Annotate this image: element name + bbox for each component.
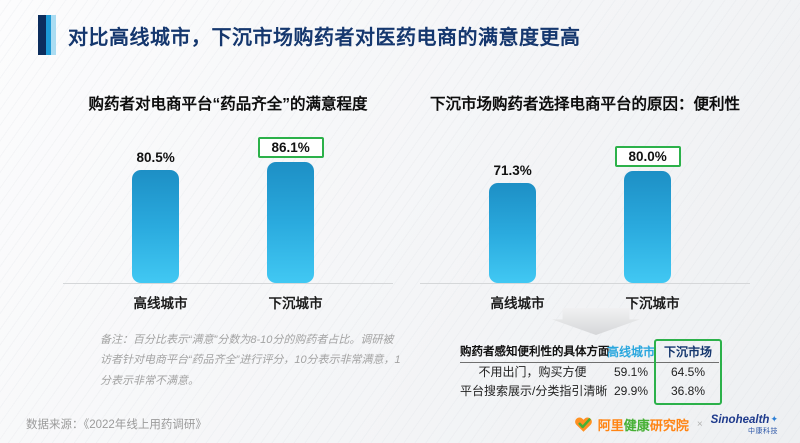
bar-group-high-tier: 80.5% bbox=[132, 150, 180, 283]
value-label-highlighted: 80.0% bbox=[614, 146, 681, 167]
title-accent-bar bbox=[38, 15, 56, 55]
category-axis-left: 高线城市 下沉城市 bbox=[63, 292, 393, 312]
table-cell: 36.8% bbox=[670, 384, 706, 398]
bar-group-high-tier: 71.3% bbox=[489, 163, 537, 283]
bar-high-tier bbox=[132, 170, 180, 283]
sinohealth-logo: Sinohealth ✦ 中康科技 bbox=[710, 414, 778, 435]
sinohealth-subtitle: 中康科技 bbox=[748, 427, 778, 435]
page-title: 对比高线城市，下沉市场购药者对医药电商的满意度更高 bbox=[68, 26, 581, 49]
footer-logos: 阿里健康研究院 × Sinohealth ✦ 中康科技 bbox=[574, 414, 778, 435]
chart-title-right: 下沉市场购药者选择电商平台的原因：便利性 bbox=[429, 96, 740, 113]
bar-low-tier bbox=[624, 171, 672, 283]
satisfaction-bar-chart: 购药者对电商平台“药品齐全”的满意程度 80.5% 86.1% 高线城市 下沉城… bbox=[63, 92, 393, 312]
category-label: 下沉城市 bbox=[268, 296, 323, 311]
category-label: 高线城市 bbox=[490, 296, 545, 311]
table-cell: 59.1% bbox=[613, 365, 649, 379]
ali-text-part3: 研究院 bbox=[649, 418, 689, 434]
table-row-label: 平台搜索展示/分类指引清晰 bbox=[460, 384, 608, 398]
bar-group-low-tier: 80.0% bbox=[614, 146, 681, 283]
logo-separator: × bbox=[696, 419, 703, 431]
sinohealth-wordmark: Sinohealth bbox=[710, 414, 770, 426]
value-label-highlighted: 86.1% bbox=[257, 137, 324, 159]
chart-plot-right: 71.3% 80.0% bbox=[420, 114, 750, 284]
slide-header: 对比高线城市，下沉市场购药者对医药电商的满意度更高 bbox=[38, 15, 581, 55]
table-header-low-tier: 下沉市场 bbox=[657, 344, 719, 363]
bar-high-tier bbox=[489, 183, 537, 283]
category-axis-right: 高线城市 下沉城市 bbox=[420, 292, 750, 312]
category-label: 高线城市 bbox=[133, 296, 188, 311]
table-row-label: 不用出门，购买方便 bbox=[478, 365, 587, 379]
down-arrow-icon bbox=[552, 308, 640, 335]
data-source: 数据来源：《2022年线上用药调研》 bbox=[26, 419, 207, 431]
category-label: 下沉城市 bbox=[625, 296, 680, 311]
table-header-aspect: 购药者感知便利性的具体方面 bbox=[460, 344, 610, 363]
chart-plot-left: 80.5% 86.1% bbox=[63, 114, 393, 284]
bar-group-low-tier: 86.1% bbox=[257, 137, 324, 283]
table-cell: 64.5% bbox=[670, 365, 706, 379]
bar-low-tier bbox=[267, 162, 315, 283]
value-label: 80.5% bbox=[136, 150, 175, 166]
sparkle-icon: ✦ bbox=[770, 414, 778, 424]
ali-text-part2: 健康 bbox=[623, 418, 650, 434]
ali-text-part1: 阿里 bbox=[597, 418, 624, 434]
alihealth-logo-text: 阿里健康研究院 bbox=[598, 415, 689, 434]
chart-title-left: 购药者对电商平台“药品齐全”的满意程度 bbox=[88, 96, 368, 113]
convenience-table: 购药者感知便利性的具体方面 高线城市 下沉市场 不用出门，购买方便 59.1% … bbox=[460, 339, 722, 405]
footnote: 备注：百分比表示“满意”分数为8-10分的购药者占比。调研被访者针对电商平台“药… bbox=[100, 334, 401, 387]
convenience-bar-chart: 下沉市场购药者选择电商平台的原因：便利性 71.3% 80.0% 高线城市 下沉… bbox=[420, 92, 750, 312]
value-label: 71.3% bbox=[493, 163, 532, 179]
table-cell: 29.9% bbox=[613, 384, 649, 398]
heart-check-icon bbox=[574, 417, 592, 432]
table-header-high-tier: 高线城市 bbox=[605, 344, 657, 363]
